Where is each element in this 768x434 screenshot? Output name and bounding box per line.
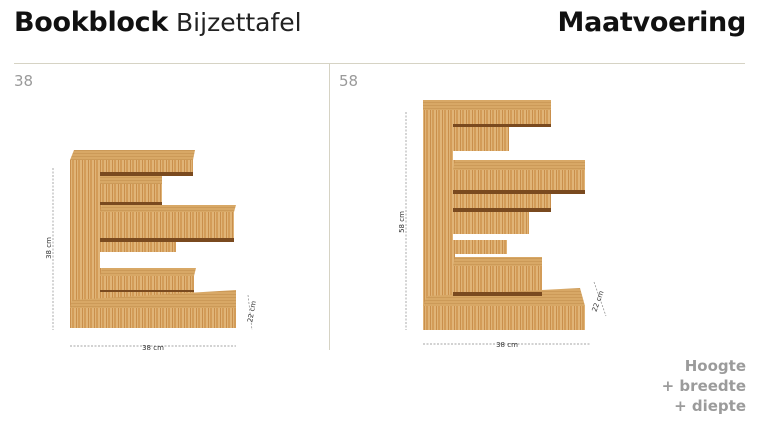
shelf-3 [453, 170, 585, 190]
shelf-1 [70, 160, 193, 172]
spine [423, 110, 455, 330]
legend-width: + breedte [661, 377, 746, 395]
panel-divider [329, 64, 330, 350]
width-dimension-label: 38 cm [496, 341, 518, 349]
shelf-5 [100, 276, 194, 290]
depth-dimension-label: 22 cm [246, 300, 258, 323]
base-top [423, 288, 585, 306]
product-type: Bijzettafel [176, 8, 302, 37]
shelf-4 [453, 194, 551, 208]
shelf-6 [453, 240, 507, 254]
shelf-4 [100, 242, 176, 252]
shelf-2-top [100, 176, 162, 184]
section-title: Maatvoering [557, 7, 747, 38]
shelf-7 [453, 266, 542, 292]
shelf-top [423, 100, 551, 110]
bookblock-58-illustration: 58 cm 38 cm 22 cm [398, 100, 607, 349]
product-name: Bookblock [14, 7, 169, 38]
shelf-3 [100, 212, 234, 238]
shelf-3-top [100, 205, 236, 212]
shelf-2 [453, 127, 509, 151]
base-top [70, 290, 236, 308]
legend-depth: + diepte [674, 397, 746, 415]
page-title: Bookblock Bijzettafel [14, 6, 302, 40]
shelf-1 [423, 110, 551, 124]
shelf-5-top [100, 268, 196, 276]
bookblock-38-illustration: 38 cm 38 cm 22 cm [45, 150, 258, 352]
base [70, 308, 236, 328]
depth-dimension-line [593, 281, 607, 317]
header-divider [14, 63, 745, 64]
dimension-legend: Hoogte + breedte + diepte [662, 356, 746, 416]
legend-height: Hoogte [684, 357, 746, 375]
width-dimension-label: 38 cm [142, 344, 164, 352]
shelf-2 [100, 184, 162, 202]
shelf-5 [453, 212, 529, 234]
base [423, 306, 585, 330]
panel-label-58: 58 [339, 72, 359, 90]
shelf-3-top [453, 160, 585, 170]
depth-dimension-line [247, 294, 253, 331]
height-dimension-label: 58 cm [398, 211, 406, 233]
height-dimension-label: 38 cm [45, 237, 53, 259]
panel-label-38: 38 [14, 72, 34, 90]
shelf-7-top [453, 257, 542, 266]
shelf-top [70, 150, 195, 160]
